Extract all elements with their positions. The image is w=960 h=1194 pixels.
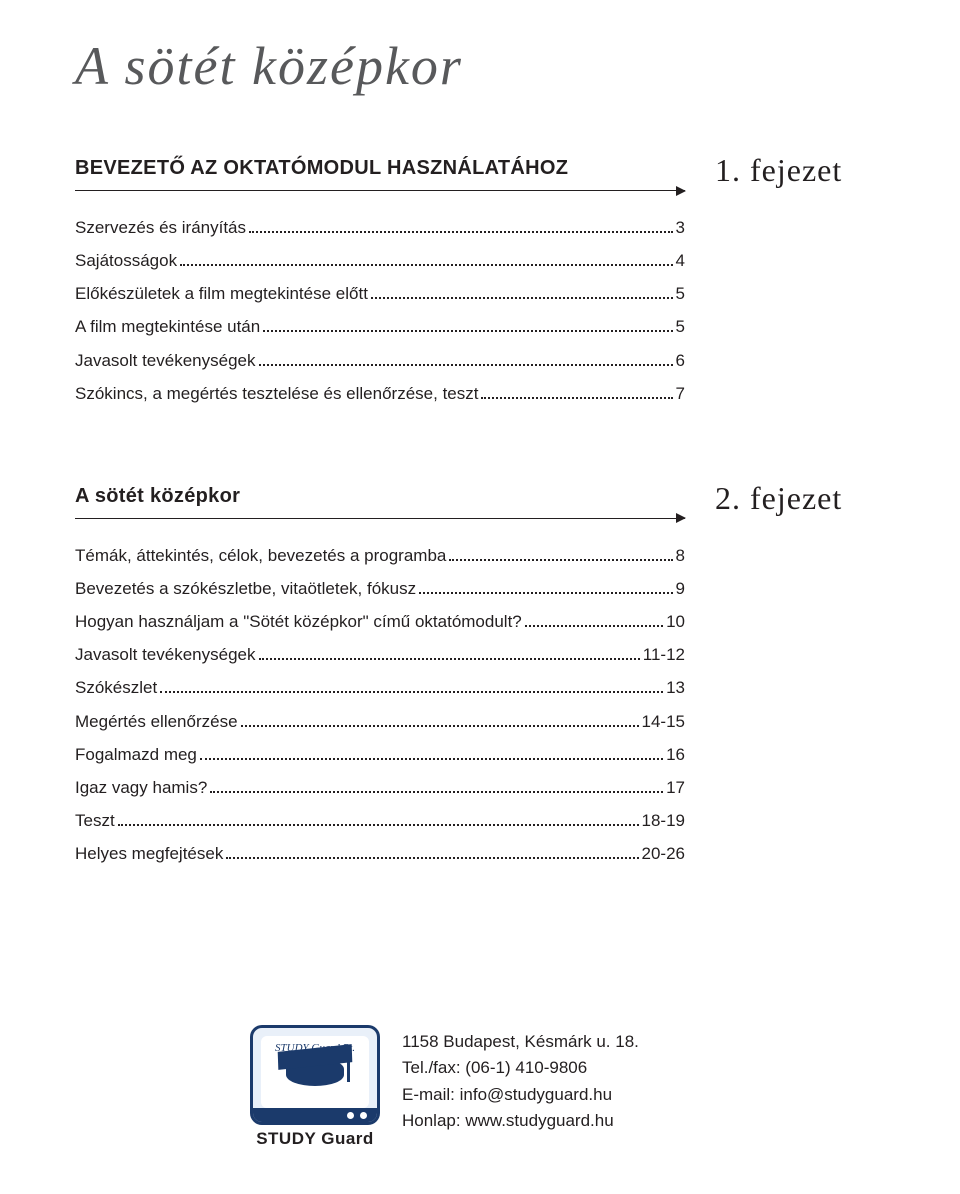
chapter-1-rule-arrow [75, 190, 685, 191]
toc-page: 16 [666, 738, 685, 771]
toc-dots [249, 219, 673, 233]
toc-label: Előkészületek a film megtekintése előtt [75, 277, 368, 310]
toc-row: Hogyan használjam a "Sötét középkor" cím… [75, 605, 685, 638]
toc-label: Fogalmazd meg [75, 738, 197, 771]
publisher-name: STUDY Guard [256, 1129, 374, 1149]
chapter-2-header: A sötét középkor 2. fejezet [75, 480, 890, 523]
toc-dots [419, 580, 672, 594]
toc-dots [449, 547, 672, 561]
toc-row: Megértés ellenőrzése 14-15 [75, 705, 685, 738]
toc-row: Javasolt tevékenységek 11-12 [75, 638, 685, 671]
toc-label: Szervezés és irányítás [75, 211, 246, 244]
toc-row: Szókincs, a megértés tesztelése és ellen… [75, 377, 685, 410]
toc-dots [180, 253, 672, 267]
toc-row: Szókészlet 13 [75, 671, 685, 704]
toc-dots [200, 746, 663, 760]
toc-dots [263, 319, 672, 333]
chapter-2-rule-arrow [75, 518, 685, 519]
toc-dots [259, 647, 640, 661]
publisher-logo: STUDY Guard Bt. [250, 1025, 380, 1125]
toc-dots [210, 779, 663, 793]
address-line: Tel./fax: (06-1) 410-9806 [402, 1055, 639, 1081]
toc-dots [118, 812, 639, 826]
toc-label: Szókincs, a megértés tesztelése és ellen… [75, 377, 478, 410]
publisher-address: 1158 Budapest, Késmárk u. 18.Tel./fax: (… [402, 1029, 639, 1134]
address-line: 1158 Budapest, Késmárk u. 18. [402, 1029, 639, 1055]
chapter-1-heading: BEVEZETŐ AZ OKTATÓMODUL HASZNÁLATÁHOZ [75, 157, 685, 180]
toc-label: Hogyan használjam a "Sötét középkor" cím… [75, 605, 522, 638]
toc-label: A film megtekintése után [75, 310, 260, 343]
toc-page: 14-15 [642, 705, 685, 738]
toc-row: Fogalmazd meg 16 [75, 738, 685, 771]
chapter-2-toc: Témák, áttekintés, célok, bevezetés a pr… [75, 539, 685, 870]
publisher-logo-block: STUDY Guard Bt. STUDY Guard [250, 1025, 380, 1149]
toc-row: A film megtekintése után 5 [75, 310, 685, 343]
toc-page: 10 [666, 605, 685, 638]
toc-dots [160, 680, 663, 694]
toc-page: 11-12 [643, 638, 685, 671]
toc-label: Igaz vagy hamis? [75, 771, 207, 804]
toc-page: 5 [676, 310, 685, 343]
toc-label: Javasolt tevékenységek [75, 638, 256, 671]
graduation-cap-icon [286, 1058, 344, 1086]
book-title: A sötét középkor [75, 35, 890, 97]
toc-dots [525, 614, 663, 628]
toc-label: Helyes megfejtések [75, 837, 223, 870]
toc-page: 18-19 [642, 804, 685, 837]
toc-label: Bevezetés a szókészletbe, vitaötletek, f… [75, 572, 416, 605]
toc-dots [371, 286, 673, 300]
toc-row: Teszt 18-19 [75, 804, 685, 837]
toc-row: Sajátosságok 4 [75, 244, 685, 277]
toc-page: 5 [676, 277, 685, 310]
chapter-1-header: BEVEZETŐ AZ OKTATÓMODUL HASZNÁLATÁHOZ 1.… [75, 152, 890, 195]
toc-dots [481, 385, 672, 399]
toc-dots [226, 846, 638, 860]
chapter-1-toc: Szervezés és irányítás3Sajátosságok4Elők… [75, 211, 685, 410]
toc-page: 6 [676, 344, 685, 377]
toc-row: Témák, áttekintés, célok, bevezetés a pr… [75, 539, 685, 572]
toc-row: Igaz vagy hamis? 17 [75, 771, 685, 804]
toc-row: Helyes megfejtések 20-26 [75, 837, 685, 870]
toc-dots [241, 713, 639, 727]
address-line: E-mail: info@studyguard.hu [402, 1082, 639, 1108]
toc-label: Sajátosságok [75, 244, 177, 277]
toc-label: Szókészlet [75, 671, 157, 704]
toc-row: Javasolt tevékenységek 6 [75, 344, 685, 377]
toc-row: Szervezés és irányítás 3 [75, 211, 685, 244]
toc-page: 20-26 [642, 837, 685, 870]
chapter-1-label: 1. fejezet [715, 152, 842, 189]
toc-page: 9 [676, 572, 685, 605]
toc-dots [259, 352, 673, 366]
address-line: Honlap: www.studyguard.hu [402, 1108, 639, 1134]
toc-page: 13 [666, 671, 685, 704]
toc-page: 7 [676, 377, 685, 410]
footer: STUDY Guard Bt. STUDY Guard 1158 Budapes… [75, 1025, 890, 1149]
toc-page: 3 [676, 211, 685, 244]
toc-label: Teszt [75, 804, 115, 837]
toc-page: 8 [676, 539, 685, 572]
toc-row: Bevezetés a szókészletbe, vitaötletek, f… [75, 572, 685, 605]
toc-label: Megértés ellenőrzése [75, 705, 238, 738]
toc-row: Előkészületek a film megtekintése előtt 5 [75, 277, 685, 310]
toc-label: Témák, áttekintés, célok, bevezetés a pr… [75, 539, 446, 572]
toc-page: 17 [666, 771, 685, 804]
chapter-2-label: 2. fejezet [715, 480, 842, 517]
toc-label: Javasolt tevékenységek [75, 344, 256, 377]
toc-page: 4 [676, 244, 685, 277]
chapter-2-heading: A sötét középkor [75, 485, 685, 508]
